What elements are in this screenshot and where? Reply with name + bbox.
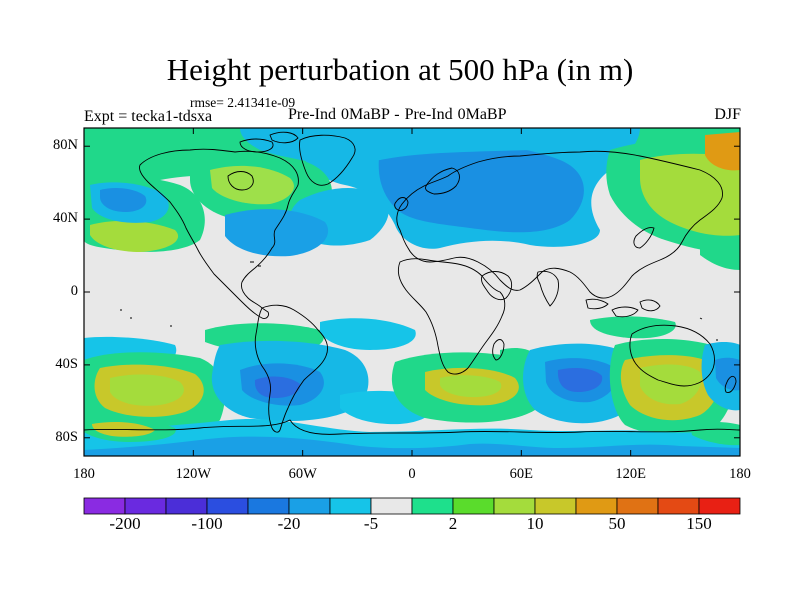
coast-australia xyxy=(629,324,715,387)
colorbar-box xyxy=(452,497,495,515)
lon-label: 60E xyxy=(509,466,533,482)
coast-scandinavia xyxy=(425,167,460,195)
coast-africa xyxy=(397,258,506,375)
south-tropical-cyan-left xyxy=(320,318,416,350)
north-pacific-yellow xyxy=(90,220,179,252)
south-pacific-yellowgreen-core xyxy=(110,374,184,406)
south-tropical-green-indian xyxy=(590,316,676,339)
west-atlantic-blue xyxy=(225,209,329,257)
colorbar-label: -100 xyxy=(191,514,223,533)
colorbar-label: 150 xyxy=(686,514,712,533)
coast-north-america xyxy=(139,148,299,319)
colorbar-box xyxy=(247,497,290,515)
coast-arabia xyxy=(481,271,513,301)
pacific-green-right xyxy=(700,238,740,270)
far-east-pacific-blue-core xyxy=(715,357,740,391)
coast-greenland xyxy=(299,134,356,186)
lon-label: 0 xyxy=(408,466,416,482)
eurasia-blue-core xyxy=(378,142,584,233)
coast-small-islands xyxy=(120,261,718,341)
lat-label: 80N xyxy=(53,137,78,154)
coast-japan xyxy=(633,227,655,249)
colorbar-box xyxy=(206,497,249,515)
colorbar-label: -5 xyxy=(363,514,379,533)
arctic-blue-cap xyxy=(240,128,620,164)
colorbar-box xyxy=(698,497,741,515)
coast-india xyxy=(536,270,559,307)
coast-arctic-islands xyxy=(239,131,299,153)
coast-antarctica xyxy=(84,419,740,435)
south-indian-yellowgreen-core xyxy=(440,375,502,398)
coast-south-america xyxy=(254,304,329,433)
coast-new-zealand xyxy=(724,375,737,393)
colorbar-box xyxy=(411,497,454,515)
rmse-label: rmse= 2.41341e-09 xyxy=(190,95,296,110)
height-perturbation-field xyxy=(84,128,740,456)
colorbar-box xyxy=(83,497,126,515)
colorbar-box xyxy=(616,497,659,515)
east-asia-orange xyxy=(705,132,740,171)
coast-british-isles xyxy=(394,197,409,211)
experiment-name: Pre-Ind 0MaBP - Pre-Ind 0MaBP xyxy=(288,106,507,123)
australia-south-yellowgreen xyxy=(640,364,702,405)
colorbar-box xyxy=(534,497,577,515)
lat-label: 0 xyxy=(70,283,78,299)
colorbar-box xyxy=(288,497,331,515)
lon-label: 180 xyxy=(729,466,751,482)
coast-hudson-bay xyxy=(227,171,254,191)
coast-indonesia xyxy=(585,298,661,318)
lon-label: 60W xyxy=(288,466,317,482)
colorbar-label: 50 xyxy=(608,514,626,533)
north-pacific-blue-core xyxy=(100,188,147,212)
east-asia-yellowgreen xyxy=(640,153,740,236)
lon-label: 120E xyxy=(615,466,646,482)
plot-title: Height perturbation at 500 hPa (in m) xyxy=(166,52,634,87)
coastlines xyxy=(84,131,740,435)
lat-label: 40S xyxy=(55,355,78,372)
antarctic-blue-band xyxy=(84,436,740,456)
colorbar-box xyxy=(657,497,700,515)
colorbar-box xyxy=(370,497,413,515)
colorbar xyxy=(83,497,741,515)
lat-label: 80S xyxy=(55,428,78,445)
experiment-label: Expt = tecka1-tdsxa xyxy=(84,108,213,125)
colorbar-label: -20 xyxy=(277,514,301,533)
lon-label: 120W xyxy=(175,466,212,482)
colorbar-label: 2 xyxy=(448,514,458,533)
coast-eurasia xyxy=(396,150,723,299)
south-indian-darkblue xyxy=(557,368,603,392)
coast-madagascar xyxy=(492,339,505,361)
colorbar-box xyxy=(124,497,167,515)
colorbar-box xyxy=(329,497,372,515)
lon-label: 180 xyxy=(73,466,95,482)
colorbar-box xyxy=(575,497,618,515)
colorbar-box xyxy=(165,497,208,515)
colorbar-box xyxy=(493,497,536,515)
colorbar-label: -200 xyxy=(109,514,141,533)
lat-label: 40N xyxy=(53,210,78,227)
antarctic-green-right xyxy=(690,421,740,446)
map-panel xyxy=(84,128,740,456)
southern-chile-darkblue xyxy=(254,376,301,398)
axis-ticks xyxy=(83,128,741,456)
season-label: DJF xyxy=(714,106,741,123)
colorbar-label: 10 xyxy=(526,514,544,533)
